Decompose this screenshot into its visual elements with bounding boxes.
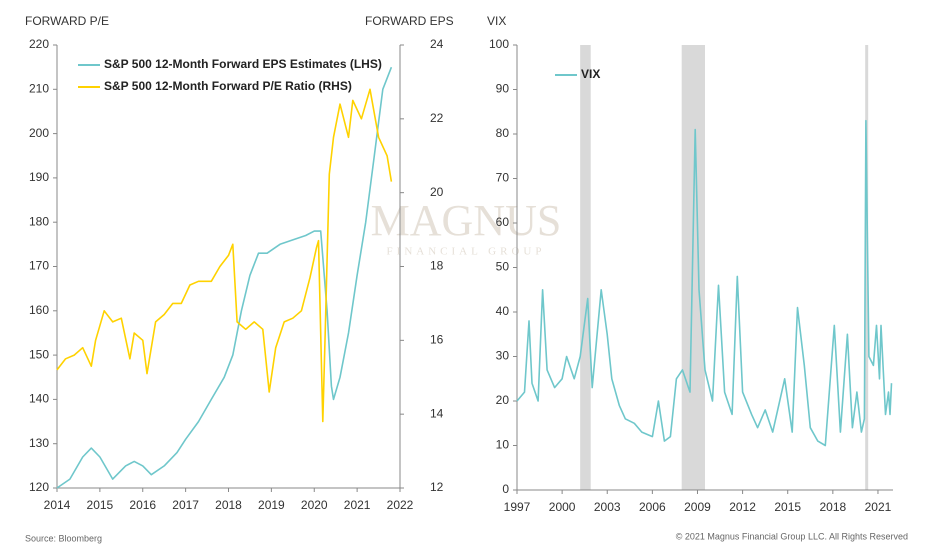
y-tick-label: 30 [496,349,510,363]
y-tick-label: 210 [29,81,49,95]
y-tick-label: 190 [29,170,49,184]
y2-tick-label: 12 [430,480,444,494]
shaded-period [865,45,869,490]
source: Source: Bloomberg [25,533,102,543]
x-tick-label: 2009 [684,500,711,514]
y-tick-label: 170 [29,259,49,273]
x-tick-label: 2020 [301,498,328,512]
y-tick-label: 120 [29,480,49,494]
y2-tick-label: 22 [430,111,444,125]
x-tick-label: 2017 [172,498,199,512]
legend-label: S&P 500 12-Month Forward P/E Ratio (RHS) [104,79,352,93]
x-tick-label: 2000 [549,500,576,514]
watermark-sub: FINANCIAL GROUP [387,246,546,258]
y-tick-label: 20 [496,393,510,407]
y2-tick-label: 18 [430,259,444,273]
x-tick-label: 2006 [639,500,666,514]
y-axis-title: FORWARD P/E [25,14,109,28]
x-tick-label: 2015 [774,500,801,514]
legend-label: S&P 500 12-Month Forward EPS Estimates (… [104,57,382,71]
shaded-period [681,45,705,490]
series-line [56,88,393,423]
watermark: MAGNUS [371,196,562,245]
copyright: © 2021 Magnus Financial Group LLC. All R… [676,531,908,541]
x-tick-label: 2021 [865,500,892,514]
y2-axis-title: FORWARD EPS [365,14,454,28]
y-tick-label: 200 [29,126,49,140]
y2-tick-label: 16 [430,333,444,347]
y-tick-label: 180 [29,214,49,228]
x-tick-label: 1997 [504,500,531,514]
y2-tick-label: 20 [430,185,444,199]
y-tick-label: 160 [29,303,49,317]
x-tick-label: 2003 [594,500,621,514]
y-tick-label: 10 [496,438,510,452]
series-line [56,66,393,489]
y-tick-label: 140 [29,392,49,406]
legend-label: VIX [581,67,600,81]
y-axis-title: VIX [487,14,506,28]
y-tick-label: 70 [496,171,510,185]
y2-tick-label: 14 [430,406,444,420]
series-line [516,119,893,447]
y-tick-label: 50 [496,260,510,274]
y-tick-label: 0 [502,482,509,496]
y2-tick-label: 24 [430,37,444,51]
y-tick-label: 90 [496,82,510,96]
y-tick-label: 100 [489,37,509,51]
shaded-period [580,45,591,490]
y-tick-label: 40 [496,304,510,318]
x-tick-label: 2018 [819,500,846,514]
x-tick-label: 2015 [87,498,114,512]
y-tick-label: 80 [496,126,510,140]
x-tick-label: 2019 [258,498,285,512]
y-tick-label: 150 [29,347,49,361]
y-tick-label: 220 [29,37,49,51]
y-tick-label: 130 [29,436,49,450]
y-tick-label: 60 [496,215,510,229]
x-tick-label: 2014 [44,498,71,512]
x-tick-label: 2016 [129,498,156,512]
x-tick-label: 2018 [215,498,242,512]
x-tick-label: 2022 [387,498,414,512]
x-tick-label: 2012 [729,500,756,514]
x-tick-label: 2021 [344,498,371,512]
